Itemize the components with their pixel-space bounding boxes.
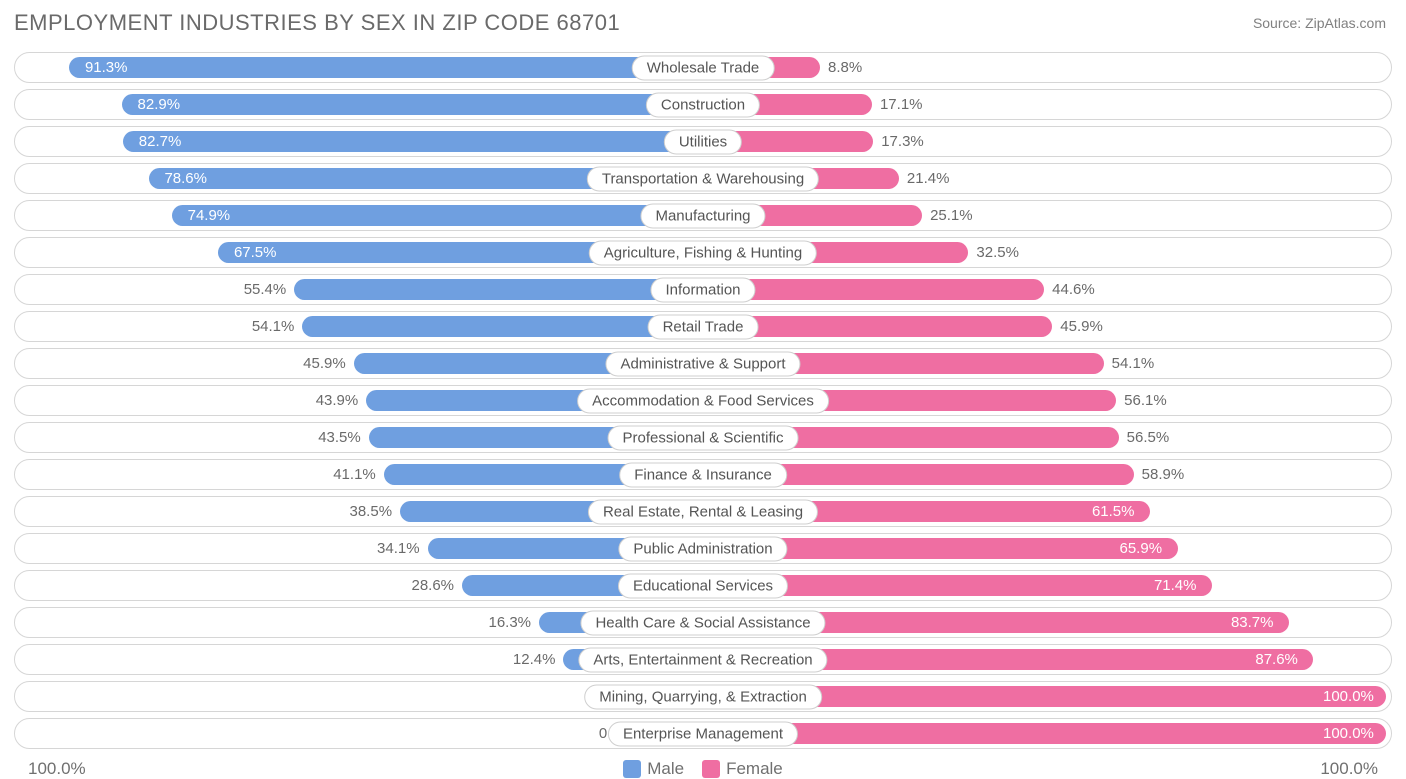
female-pct: 8.8% — [828, 53, 862, 82]
male-bar — [172, 205, 703, 226]
female-pct: 44.6% — [1052, 275, 1095, 304]
chart-row: 67.5% 32.5% Agriculture, Fishing & Hunting — [14, 237, 1392, 268]
male-bar — [122, 94, 703, 115]
chart-row: 43.9% 56.1% Accommodation & Food Services — [14, 385, 1392, 416]
female-pct: 65.9% — [1120, 534, 1163, 563]
male-pct: 34.1% — [377, 534, 420, 563]
chart-row: 54.1% 45.9% Retail Trade — [14, 311, 1392, 342]
female-pct: 32.5% — [976, 238, 1019, 267]
category-label: Enterprise Management — [608, 721, 798, 746]
category-label: Health Care & Social Assistance — [580, 610, 825, 635]
category-label: Wholesale Trade — [632, 55, 775, 80]
legend-male-label: Male — [647, 759, 684, 779]
chart-row: 41.1% 58.9% Finance & Insurance — [14, 459, 1392, 490]
category-label: Finance & Insurance — [619, 462, 787, 487]
chart-row: 82.9% 17.1% Construction — [14, 89, 1392, 120]
female-pct: 100.0% — [1323, 719, 1374, 748]
male-pct: 41.1% — [333, 460, 376, 489]
female-pct: 54.1% — [1112, 349, 1155, 378]
chart-row: 74.9% 25.1% Manufacturing — [14, 200, 1392, 231]
female-pct: 61.5% — [1092, 497, 1135, 526]
category-label: Public Administration — [618, 536, 787, 561]
female-pct: 87.6% — [1255, 645, 1298, 674]
male-pct: 82.9% — [138, 90, 181, 119]
female-pct: 58.9% — [1142, 460, 1185, 489]
male-pct: 16.3% — [488, 608, 531, 637]
male-pct: 43.5% — [318, 423, 361, 452]
category-label: Accommodation & Food Services — [577, 388, 829, 413]
axis-right-label: 100.0% — [1320, 759, 1378, 779]
chart-row: 43.5% 56.5% Professional & Scientific — [14, 422, 1392, 453]
male-pct: 43.9% — [316, 386, 359, 415]
male-bar — [123, 131, 703, 152]
male-pct: 82.7% — [139, 127, 182, 156]
female-pct: 17.3% — [881, 127, 924, 156]
male-pct: 12.4% — [513, 645, 556, 674]
legend: Male Female — [86, 759, 1321, 779]
female-pct: 100.0% — [1323, 682, 1374, 711]
male-pct: 38.5% — [350, 497, 393, 526]
chart-row: 16.3% 83.7% Health Care & Social Assistanc… — [14, 607, 1392, 638]
male-pct: 67.5% — [234, 238, 277, 267]
chart-row: 45.9% 54.1% Administrative & Support — [14, 348, 1392, 379]
female-pct: 21.4% — [907, 164, 950, 193]
category-label: Agriculture, Fishing & Hunting — [589, 240, 817, 265]
female-pct: 56.5% — [1127, 423, 1170, 452]
male-bar — [294, 279, 703, 300]
male-pct: 78.6% — [164, 164, 207, 193]
category-label: Mining, Quarrying, & Extraction — [584, 684, 822, 709]
chart-row: 91.3% 8.8% Wholesale Trade — [14, 52, 1392, 83]
category-label: Utilities — [664, 129, 742, 154]
male-swatch-icon — [623, 760, 641, 778]
female-pct: 56.1% — [1124, 386, 1167, 415]
category-label: Information — [650, 277, 755, 302]
male-pct: 74.9% — [188, 201, 231, 230]
female-bar — [703, 723, 1386, 744]
male-pct: 28.6% — [411, 571, 454, 600]
male-pct: 45.9% — [303, 349, 346, 378]
category-label: Professional & Scientific — [608, 425, 799, 450]
chart-row: 28.6% 71.4% Educational Services — [14, 570, 1392, 601]
chart-row: 0.0%100.0%Enterprise Management — [14, 718, 1392, 749]
female-pct: 17.1% — [880, 90, 923, 119]
axis-left-label: 100.0% — [28, 759, 86, 779]
female-pct: 83.7% — [1231, 608, 1274, 637]
male-pct: 54.1% — [252, 312, 295, 341]
male-pct: 55.4% — [244, 275, 287, 304]
legend-item-female: Female — [702, 759, 783, 779]
chart-row: 38.5% 61.5% Real Estate, Rental & Leasing — [14, 496, 1392, 527]
category-label: Transportation & Warehousing — [587, 166, 819, 191]
chart-row: 78.6% 21.4% Transportation & Warehousing — [14, 163, 1392, 194]
source-attribution: Source: ZipAtlas.com — [1253, 15, 1386, 31]
category-label: Arts, Entertainment & Recreation — [578, 647, 827, 672]
diverging-bar-chart: 91.3% 8.8% Wholesale Trade 82.9% 17.1% Constr… — [0, 44, 1406, 749]
female-pct: 25.1% — [930, 201, 973, 230]
category-label: Administrative & Support — [605, 351, 800, 376]
category-label: Manufacturing — [640, 203, 765, 228]
legend-item-male: Male — [623, 759, 684, 779]
chart-row: 55.4% 44.6% Information — [14, 274, 1392, 305]
category-label: Educational Services — [618, 573, 788, 598]
female-swatch-icon — [702, 760, 720, 778]
legend-female-label: Female — [726, 759, 783, 779]
category-label: Retail Trade — [648, 314, 759, 339]
category-label: Real Estate, Rental & Leasing — [588, 499, 818, 524]
chart-row: 12.4% 87.6% Arts, Entertainment & Recreati… — [14, 644, 1392, 675]
chart-title: EMPLOYMENT INDUSTRIES BY SEX IN ZIP CODE… — [14, 10, 620, 36]
chart-row: 82.7% 17.3% Utilities — [14, 126, 1392, 157]
female-pct: 71.4% — [1154, 571, 1197, 600]
male-pct: 91.3% — [85, 53, 128, 82]
chart-row: 0.0%100.0%Mining, Quarrying, & Extractio… — [14, 681, 1392, 712]
male-bar — [69, 57, 703, 78]
category-label: Construction — [646, 92, 760, 117]
chart-row: 34.1% 65.9% Public Administration — [14, 533, 1392, 564]
female-pct: 45.9% — [1060, 312, 1103, 341]
male-bar — [302, 316, 703, 337]
